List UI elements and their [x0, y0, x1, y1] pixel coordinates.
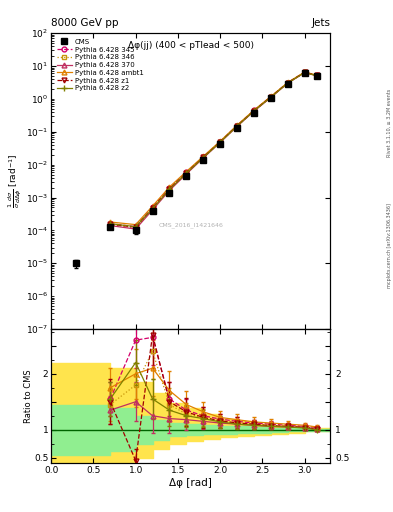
Pythia 6.428 345	[268, 94, 273, 100]
Pythia 6.428 ambt1	[218, 138, 222, 144]
Pythia 6.428 z2	[235, 123, 239, 129]
Pythia 6.428 345	[184, 169, 189, 176]
Pythia 6.428 z2	[285, 80, 290, 86]
X-axis label: Δφ [rad]: Δφ [rad]	[169, 478, 212, 488]
Pythia 6.428 z2	[167, 186, 172, 193]
Pythia 6.428 z2	[302, 70, 307, 76]
Pythia 6.428 345	[235, 122, 239, 129]
Line: Pythia 6.428 z1: Pythia 6.428 z1	[108, 70, 319, 230]
Pythia 6.428 z1	[133, 224, 138, 230]
Pythia 6.428 370	[235, 123, 239, 130]
Pythia 6.428 346	[285, 80, 290, 86]
Pythia 6.428 346	[184, 170, 189, 176]
Pythia 6.428 ambt1	[235, 122, 239, 128]
Pythia 6.428 346	[302, 69, 307, 75]
Pythia 6.428 345	[285, 79, 290, 86]
Pythia 6.428 345	[108, 221, 113, 227]
Pythia 6.428 370	[285, 80, 290, 86]
Pythia 6.428 ambt1	[184, 168, 189, 175]
Pythia 6.428 z2	[218, 139, 222, 145]
Line: Pythia 6.428 ambt1: Pythia 6.428 ambt1	[108, 70, 319, 227]
Legend: CMS, Pythia 6.428 345, Pythia 6.428 346, Pythia 6.428 370, Pythia 6.428 ambt1, P: CMS, Pythia 6.428 345, Pythia 6.428 346,…	[55, 37, 146, 93]
Pythia 6.428 346	[201, 155, 206, 161]
Pythia 6.428 z2	[184, 170, 189, 176]
Pythia 6.428 z2	[150, 205, 155, 211]
Pythia 6.428 ambt1	[150, 203, 155, 209]
Pythia 6.428 346	[314, 73, 319, 79]
Pythia 6.428 345	[314, 72, 319, 78]
Pythia 6.428 370	[133, 226, 138, 232]
Pythia 6.428 z1	[235, 123, 239, 129]
Pythia 6.428 370	[167, 187, 172, 194]
Pythia 6.428 ambt1	[167, 184, 172, 190]
Pythia 6.428 346	[235, 123, 239, 129]
Y-axis label: $\frac{1}{\sigma}\frac{d\sigma}{d\Delta\phi}$ [rad$^{-1}$]: $\frac{1}{\sigma}\frac{d\sigma}{d\Delta\…	[7, 154, 24, 208]
Pythia 6.428 370	[108, 223, 113, 229]
Text: 8000 GeV pp: 8000 GeV pp	[51, 18, 119, 28]
Pythia 6.428 z1	[167, 186, 172, 192]
Pythia 6.428 ambt1	[252, 107, 256, 113]
Pythia 6.428 346	[252, 108, 256, 114]
Text: mcplots.cern.ch [arXiv:1306.3436]: mcplots.cern.ch [arXiv:1306.3436]	[387, 203, 391, 288]
Pythia 6.428 z2	[201, 155, 206, 161]
Pythia 6.428 345	[201, 154, 206, 160]
Pythia 6.428 345	[302, 69, 307, 75]
Pythia 6.428 346	[268, 94, 273, 100]
Pythia 6.428 ambt1	[133, 222, 138, 228]
Line: Pythia 6.428 370: Pythia 6.428 370	[108, 70, 319, 231]
Pythia 6.428 z1	[302, 69, 307, 75]
Pythia 6.428 ambt1	[108, 219, 113, 225]
Pythia 6.428 z1	[108, 221, 113, 227]
Text: Rivet 3.1.10, ≥ 3.2M events: Rivet 3.1.10, ≥ 3.2M events	[387, 89, 391, 157]
Pythia 6.428 z1	[285, 80, 290, 86]
Pythia 6.428 346	[167, 186, 172, 193]
Pythia 6.428 370	[252, 108, 256, 114]
Pythia 6.428 370	[268, 94, 273, 100]
Pythia 6.428 370	[218, 139, 222, 145]
Pythia 6.428 370	[314, 73, 319, 79]
Pythia 6.428 345	[218, 139, 222, 145]
Pythia 6.428 z1	[201, 154, 206, 160]
Pythia 6.428 370	[150, 207, 155, 213]
Text: Jets: Jets	[311, 18, 330, 28]
Pythia 6.428 345	[150, 204, 155, 210]
Pythia 6.428 z1	[314, 72, 319, 78]
Pythia 6.428 z2	[268, 94, 273, 100]
Pythia 6.428 z1	[218, 139, 222, 145]
Pythia 6.428 345	[167, 185, 172, 191]
Pythia 6.428 ambt1	[201, 153, 206, 159]
Pythia 6.428 370	[184, 171, 189, 177]
Pythia 6.428 z2	[252, 108, 256, 114]
Text: Δφ(jj) (400 < pTlead < 500): Δφ(jj) (400 < pTlead < 500)	[128, 40, 253, 50]
Pythia 6.428 z1	[184, 170, 189, 176]
Line: Pythia 6.428 346: Pythia 6.428 346	[108, 70, 319, 230]
Pythia 6.428 z2	[108, 221, 113, 227]
Text: CMS_2016_I1421646: CMS_2016_I1421646	[158, 223, 223, 228]
Pythia 6.428 ambt1	[285, 79, 290, 86]
Pythia 6.428 345	[133, 224, 138, 230]
Pythia 6.428 346	[218, 139, 222, 145]
Pythia 6.428 370	[201, 155, 206, 161]
Pythia 6.428 z1	[252, 108, 256, 114]
Pythia 6.428 z1	[268, 94, 273, 100]
Pythia 6.428 z1	[150, 205, 155, 211]
Line: Pythia 6.428 345: Pythia 6.428 345	[108, 70, 319, 229]
Pythia 6.428 ambt1	[302, 69, 307, 75]
Pythia 6.428 346	[108, 222, 113, 228]
Pythia 6.428 370	[302, 70, 307, 76]
Pythia 6.428 ambt1	[314, 72, 319, 78]
Pythia 6.428 345	[252, 108, 256, 114]
Pythia 6.428 z2	[314, 73, 319, 79]
Pythia 6.428 346	[133, 225, 138, 231]
Pythia 6.428 346	[150, 206, 155, 212]
Line: Pythia 6.428 z2: Pythia 6.428 z2	[107, 69, 320, 230]
Pythia 6.428 z2	[133, 224, 138, 230]
Pythia 6.428 ambt1	[268, 93, 273, 99]
Y-axis label: Ratio to CMS: Ratio to CMS	[24, 369, 33, 423]
